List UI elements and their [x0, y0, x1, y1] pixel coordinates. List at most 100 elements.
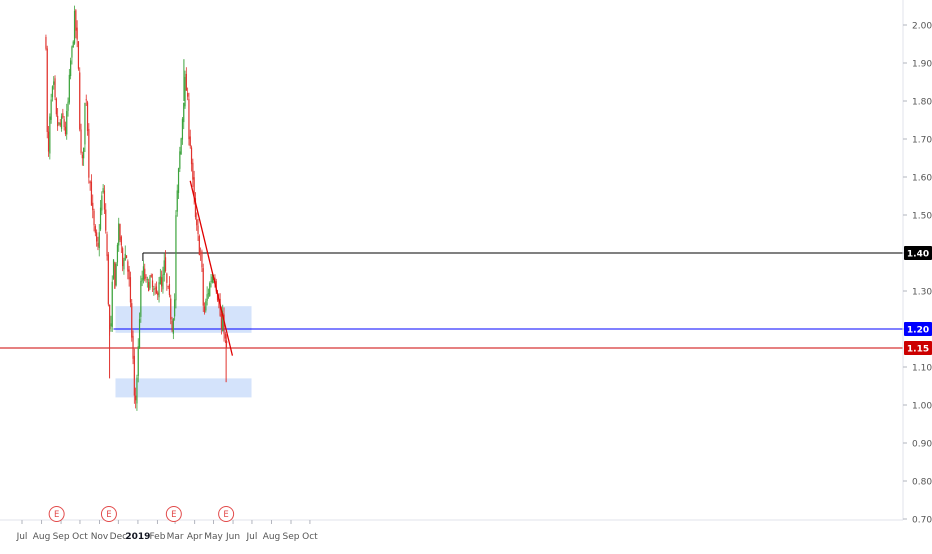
candle-body — [99, 207, 102, 230]
candle-body — [67, 101, 69, 111]
downtrend-line[interactable] — [189, 180, 234, 356]
candle-body — [80, 129, 82, 153]
candle-body — [118, 223, 120, 246]
candle-body — [157, 292, 159, 296]
candle-body — [64, 126, 67, 135]
price-axis-label: 0.90 — [912, 440, 932, 450]
price-axis-label: 0.70 — [912, 516, 932, 526]
price-label-badge — [904, 246, 932, 260]
candle-body — [179, 151, 181, 169]
candle-body — [119, 224, 121, 241]
candle-body — [209, 283, 211, 296]
candle-body — [112, 259, 115, 279]
candle-body — [94, 226, 96, 233]
price-axis-label: 1.90 — [912, 60, 932, 70]
candle-body — [151, 280, 154, 288]
price-axis-label: 1.70 — [912, 136, 932, 146]
candle-body — [77, 41, 80, 69]
candle-body — [51, 86, 54, 98]
candle-body — [98, 232, 100, 249]
candle-body — [206, 294, 208, 301]
price-axis-label: 1.50 — [912, 212, 932, 222]
support-zones — [115, 306, 252, 398]
candle-body — [129, 277, 132, 303]
candle-body — [90, 181, 93, 206]
candle-body — [222, 313, 224, 332]
earnings-marker-circle[interactable] — [100, 506, 117, 522]
candle-body — [175, 215, 177, 301]
candle-body — [171, 320, 173, 331]
candle-body — [196, 219, 198, 226]
candle-body — [164, 257, 167, 272]
candle-body — [115, 263, 117, 286]
candle-body — [131, 303, 133, 338]
time-axis-label: Jul — [16, 532, 28, 542]
candle-body — [220, 314, 223, 330]
time-axis-label: Jun — [225, 532, 240, 542]
time-axis-label: Oct — [72, 532, 88, 542]
candle-body — [47, 131, 50, 152]
candle-body — [142, 266, 145, 280]
candle-body — [124, 253, 126, 261]
candle-body — [73, 10, 76, 44]
candle-body — [128, 269, 130, 280]
candle-body — [177, 168, 180, 193]
candle-body — [123, 260, 125, 270]
candle-body — [68, 74, 70, 103]
candle-body — [194, 198, 197, 217]
candle-body — [49, 116, 51, 154]
time-axis-label: Mar — [167, 532, 184, 542]
candle-body — [50, 99, 52, 120]
candle-body — [70, 60, 72, 77]
candle-body — [79, 72, 81, 130]
candle-body — [62, 113, 64, 118]
candle-body — [58, 122, 60, 124]
candle-body — [140, 280, 142, 317]
time-axis-label: Sep — [53, 532, 70, 542]
candle-body — [170, 298, 172, 320]
candle-body — [226, 340, 228, 343]
earnings-marker-circle[interactable] — [165, 506, 182, 522]
candle-body — [81, 154, 83, 159]
candle-body — [66, 111, 68, 135]
candle-body — [138, 319, 141, 349]
candle-body — [103, 190, 106, 210]
earnings-marker-label: E — [54, 510, 59, 520]
candle-body — [180, 138, 182, 155]
candle-body — [155, 286, 158, 294]
time-axis-label: Nov — [91, 532, 109, 542]
candle-body — [46, 48, 48, 133]
candle-body — [63, 119, 65, 127]
candle-body — [201, 251, 203, 268]
time-axis-label: 2019 — [125, 532, 150, 542]
support-zone-2[interactable] — [115, 378, 252, 398]
candle-body — [205, 301, 207, 311]
support-zone-1[interactable] — [115, 306, 252, 333]
candle-body — [71, 46, 73, 58]
candle-body — [211, 276, 213, 283]
candle-body — [45, 37, 47, 49]
price-label-text: 1.40 — [907, 250, 929, 260]
earnings-marker-circle[interactable] — [218, 506, 235, 522]
earnings-marker-circle[interactable] — [48, 506, 65, 522]
candle-body — [148, 282, 150, 292]
price-axis-label: 1.80 — [912, 98, 932, 108]
price-axis-label: 1.30 — [912, 288, 932, 298]
candle-body — [174, 299, 176, 317]
price-axis-label: 1.00 — [912, 402, 932, 412]
candle-body — [162, 274, 164, 290]
candle-body — [97, 242, 99, 247]
candle-body — [114, 262, 116, 289]
candle-body — [122, 248, 124, 267]
candle-body — [163, 260, 165, 275]
time-axis-label: Dec — [110, 532, 127, 542]
price-axis-label: 1.10 — [912, 364, 932, 374]
price-axis-label: 2.00 — [912, 22, 932, 32]
candle-body — [125, 255, 128, 259]
candle-body — [184, 76, 186, 107]
candle-body — [127, 261, 129, 272]
